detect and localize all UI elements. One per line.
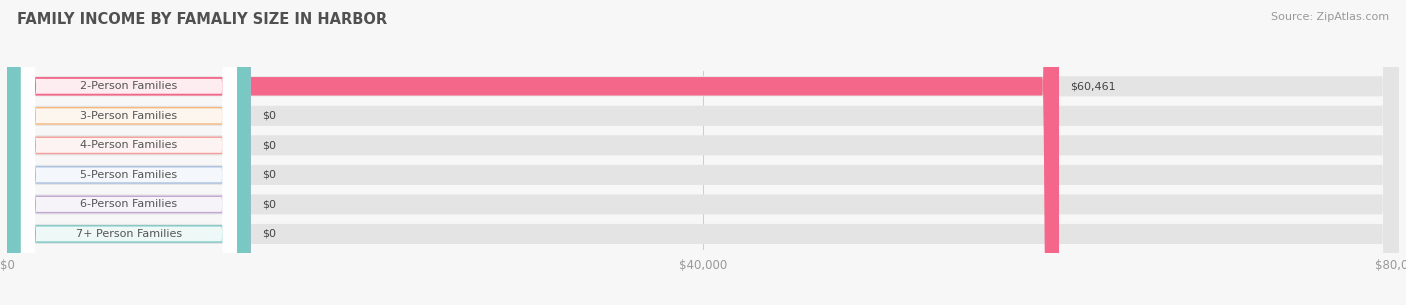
Text: $0: $0 xyxy=(262,140,276,150)
Text: FAMILY INCOME BY FAMALIY SIZE IN HARBOR: FAMILY INCOME BY FAMALIY SIZE IN HARBOR xyxy=(17,12,387,27)
FancyBboxPatch shape xyxy=(7,0,1399,305)
FancyBboxPatch shape xyxy=(21,0,236,305)
Text: Source: ZipAtlas.com: Source: ZipAtlas.com xyxy=(1271,12,1389,22)
FancyBboxPatch shape xyxy=(7,0,250,305)
FancyBboxPatch shape xyxy=(21,0,236,305)
Text: 3-Person Families: 3-Person Families xyxy=(80,111,177,121)
FancyBboxPatch shape xyxy=(21,0,236,305)
FancyBboxPatch shape xyxy=(7,0,250,305)
FancyBboxPatch shape xyxy=(7,0,1399,305)
FancyBboxPatch shape xyxy=(7,0,1399,305)
FancyBboxPatch shape xyxy=(7,0,250,305)
Text: $60,461: $60,461 xyxy=(1070,81,1116,91)
FancyBboxPatch shape xyxy=(7,0,1059,305)
Text: $0: $0 xyxy=(262,199,276,210)
FancyBboxPatch shape xyxy=(7,0,250,305)
FancyBboxPatch shape xyxy=(7,0,1399,305)
Text: 2-Person Families: 2-Person Families xyxy=(80,81,177,91)
FancyBboxPatch shape xyxy=(21,0,236,305)
FancyBboxPatch shape xyxy=(7,0,250,305)
FancyBboxPatch shape xyxy=(21,0,236,305)
Text: $0: $0 xyxy=(262,229,276,239)
Text: 4-Person Families: 4-Person Families xyxy=(80,140,177,150)
Text: 7+ Person Families: 7+ Person Families xyxy=(76,229,181,239)
Text: $0: $0 xyxy=(262,111,276,121)
Text: $0: $0 xyxy=(262,170,276,180)
Text: 5-Person Families: 5-Person Families xyxy=(80,170,177,180)
FancyBboxPatch shape xyxy=(7,0,1399,305)
FancyBboxPatch shape xyxy=(21,0,236,305)
FancyBboxPatch shape xyxy=(7,0,250,305)
FancyBboxPatch shape xyxy=(7,0,1399,305)
Text: 6-Person Families: 6-Person Families xyxy=(80,199,177,210)
